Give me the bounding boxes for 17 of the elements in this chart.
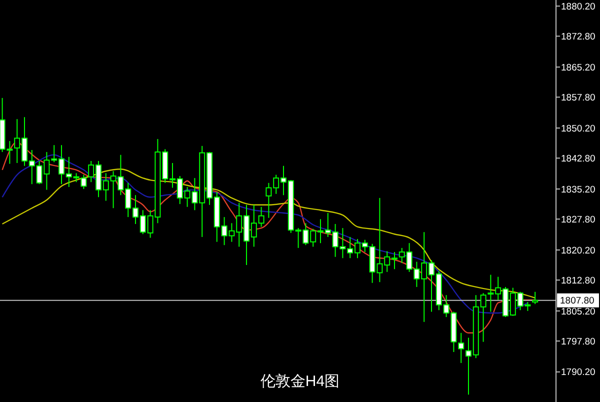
ref-line-label: 1807.80 xyxy=(560,296,594,307)
y-tick-label: 1872.80 xyxy=(561,32,596,42)
text: 伦敦金H4图 xyxy=(260,373,340,390)
y-tick-label: 1805.20 xyxy=(561,306,596,318)
y-tick-label: 1835.20 xyxy=(561,184,596,196)
y-tick-label: 1827.80 xyxy=(561,214,596,226)
y-tick-label: 1865.20 xyxy=(561,62,596,74)
y-tick-label: 1790.20 xyxy=(561,367,596,378)
candlestick xyxy=(458,332,464,364)
y-tick-label: 1857.80 xyxy=(561,92,596,104)
candlestick xyxy=(532,291,538,305)
y-tick-label: 1820.20 xyxy=(561,245,596,256)
y-tick-label: 1812.80 xyxy=(561,275,596,286)
y-tick-label: 1797.80 xyxy=(561,336,596,348)
y-tick-label: 1880.20 xyxy=(561,1,596,12)
y-tick-label: 1842.80 xyxy=(561,153,596,164)
y-tick-label: 1850.20 xyxy=(561,123,596,134)
